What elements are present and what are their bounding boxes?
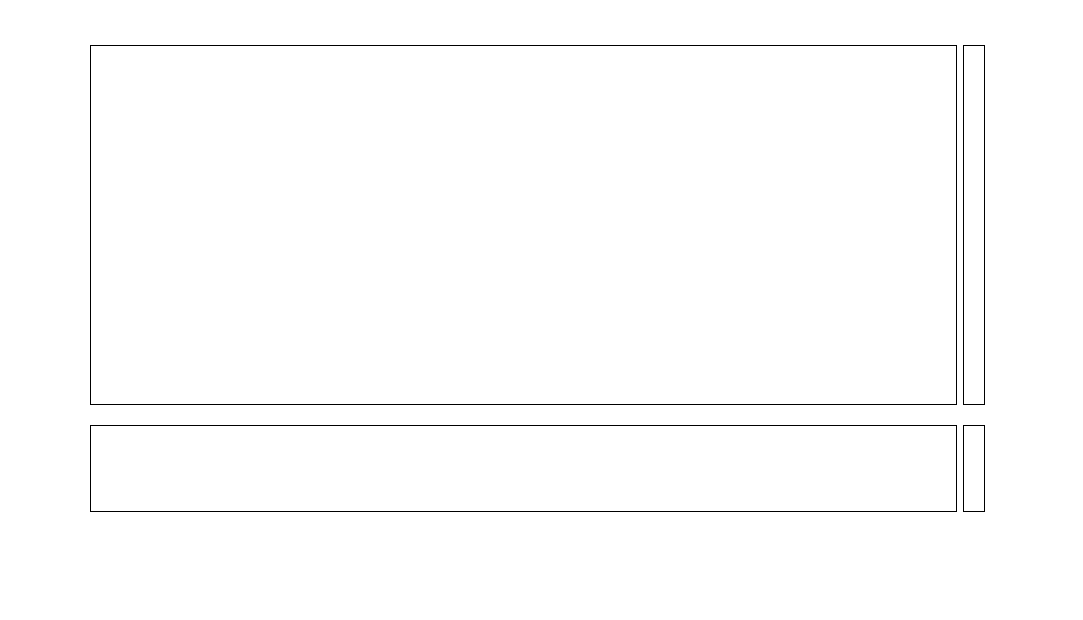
sfc-colorbar-canvas [964, 46, 1083, 196]
sfc-colorbar [963, 45, 1083, 405]
lfc-spectrogram-canvas [91, 426, 391, 576]
lfc-colorbar-canvas [964, 426, 1083, 576]
sfc-spectrogram-canvas [91, 46, 391, 196]
sfc-spectrogram-panel [90, 45, 957, 405]
lfc-colorbar [963, 425, 1083, 576]
lfc-spectrogram-panel [90, 425, 957, 576]
